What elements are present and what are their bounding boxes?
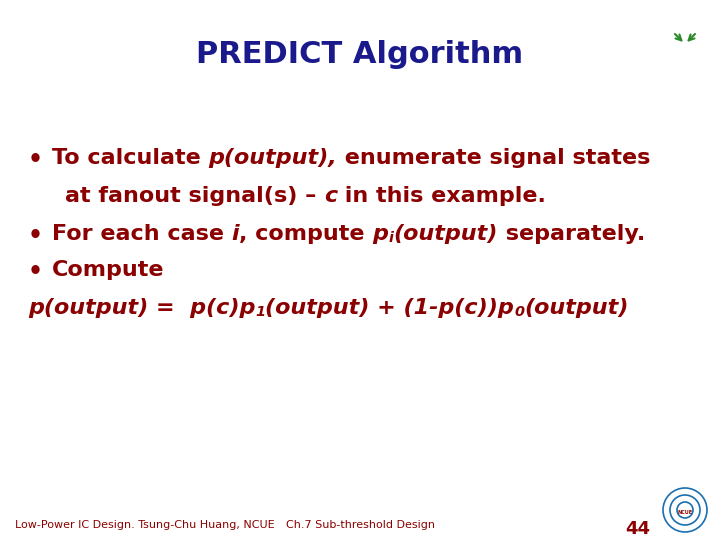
Text: separately.: separately. xyxy=(498,224,645,244)
Text: 44: 44 xyxy=(625,520,650,538)
Text: Ch.7 Sub-threshold Design: Ch.7 Sub-threshold Design xyxy=(286,520,434,530)
Text: p: p xyxy=(373,224,389,244)
Text: •: • xyxy=(28,148,43,172)
Text: •: • xyxy=(28,260,43,284)
Text: 0: 0 xyxy=(514,305,524,319)
Text: 1: 1 xyxy=(256,305,266,319)
Text: To calculate: To calculate xyxy=(52,148,209,168)
Text: in this example.: in this example. xyxy=(338,186,546,206)
Text: enumerate signal states: enumerate signal states xyxy=(337,148,651,168)
Text: (output) + (1-p(c))p: (output) + (1-p(c))p xyxy=(266,298,514,318)
Text: at fanout signal(s) –: at fanout signal(s) – xyxy=(65,186,324,206)
Text: , compute: , compute xyxy=(239,224,373,244)
Text: (output): (output) xyxy=(393,224,498,244)
Text: For each case: For each case xyxy=(52,224,232,244)
Text: Low-Power IC Design. Tsung-Chu Huang, NCUE: Low-Power IC Design. Tsung-Chu Huang, NC… xyxy=(15,520,274,530)
Text: NCUE: NCUE xyxy=(678,510,693,515)
Text: c: c xyxy=(324,186,338,206)
Text: (output): (output) xyxy=(524,298,629,318)
Text: i: i xyxy=(389,231,393,245)
Text: PREDICT Algorithm: PREDICT Algorithm xyxy=(197,40,523,69)
Text: •: • xyxy=(28,224,43,248)
Text: Compute: Compute xyxy=(52,260,164,280)
Text: p(output),: p(output), xyxy=(209,148,337,168)
Text: i: i xyxy=(232,224,239,244)
Text: p(output) =  p(c)p: p(output) = p(c)p xyxy=(28,298,256,318)
